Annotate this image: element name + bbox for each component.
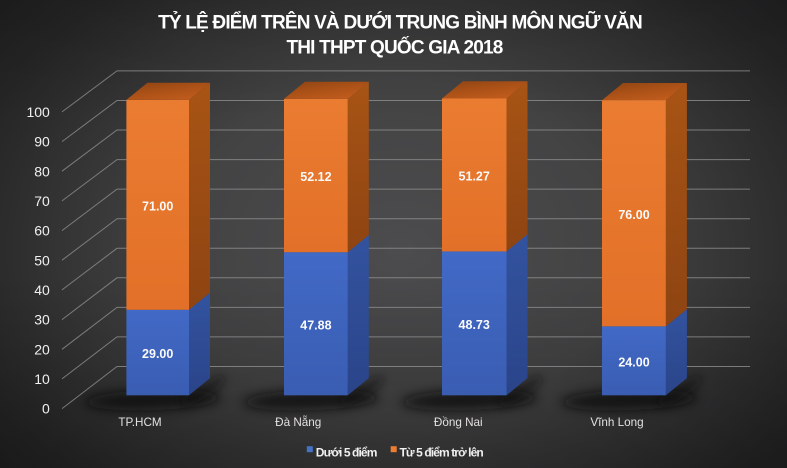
svg-text:90: 90 [34,134,50,150]
svg-text:30: 30 [34,312,50,328]
svg-text:THI THPT QUỐC GIA 2018: THI THPT QUỐC GIA 2018 [286,36,502,58]
svg-text:71.00: 71.00 [142,200,173,214]
svg-text:29.00: 29.00 [142,347,173,361]
svg-text:Đồng Nai: Đồng Nai [434,416,483,429]
svg-text:80: 80 [34,163,50,179]
svg-text:0: 0 [42,401,50,417]
svg-text:48.73: 48.73 [459,318,490,332]
svg-text:Dưới 5 điểm: Dưới 5 điểm [316,445,377,459]
svg-text:70: 70 [34,193,50,209]
svg-text:60: 60 [34,223,50,239]
svg-text:Vĩnh Long: Vĩnh Long [590,416,643,429]
svg-text:100: 100 [26,104,50,120]
svg-text:40: 40 [34,282,50,298]
svg-text:20: 20 [34,341,50,357]
svg-text:52.12: 52.12 [300,170,331,184]
svg-text:50: 50 [34,252,50,268]
svg-text:TỶ LỆ ĐIỂM TRÊN VÀ DƯỚI TRUNG: TỶ LỆ ĐIỂM TRÊN VÀ DƯỚI TRUNG BÌNH MÔN N… [158,11,642,33]
svg-text:51.27: 51.27 [459,170,490,184]
svg-text:Từ 5 điểm trở lên: Từ 5 điểm trở lên [400,445,484,459]
svg-text:24.00: 24.00 [618,356,649,370]
svg-text:TP.HCM: TP.HCM [118,416,161,429]
svg-text:76.00: 76.00 [618,208,649,222]
svg-text:Đà Nẵng: Đà Nẵng [275,416,321,429]
svg-text:47.88: 47.88 [300,318,331,332]
svg-text:10: 10 [34,371,50,387]
